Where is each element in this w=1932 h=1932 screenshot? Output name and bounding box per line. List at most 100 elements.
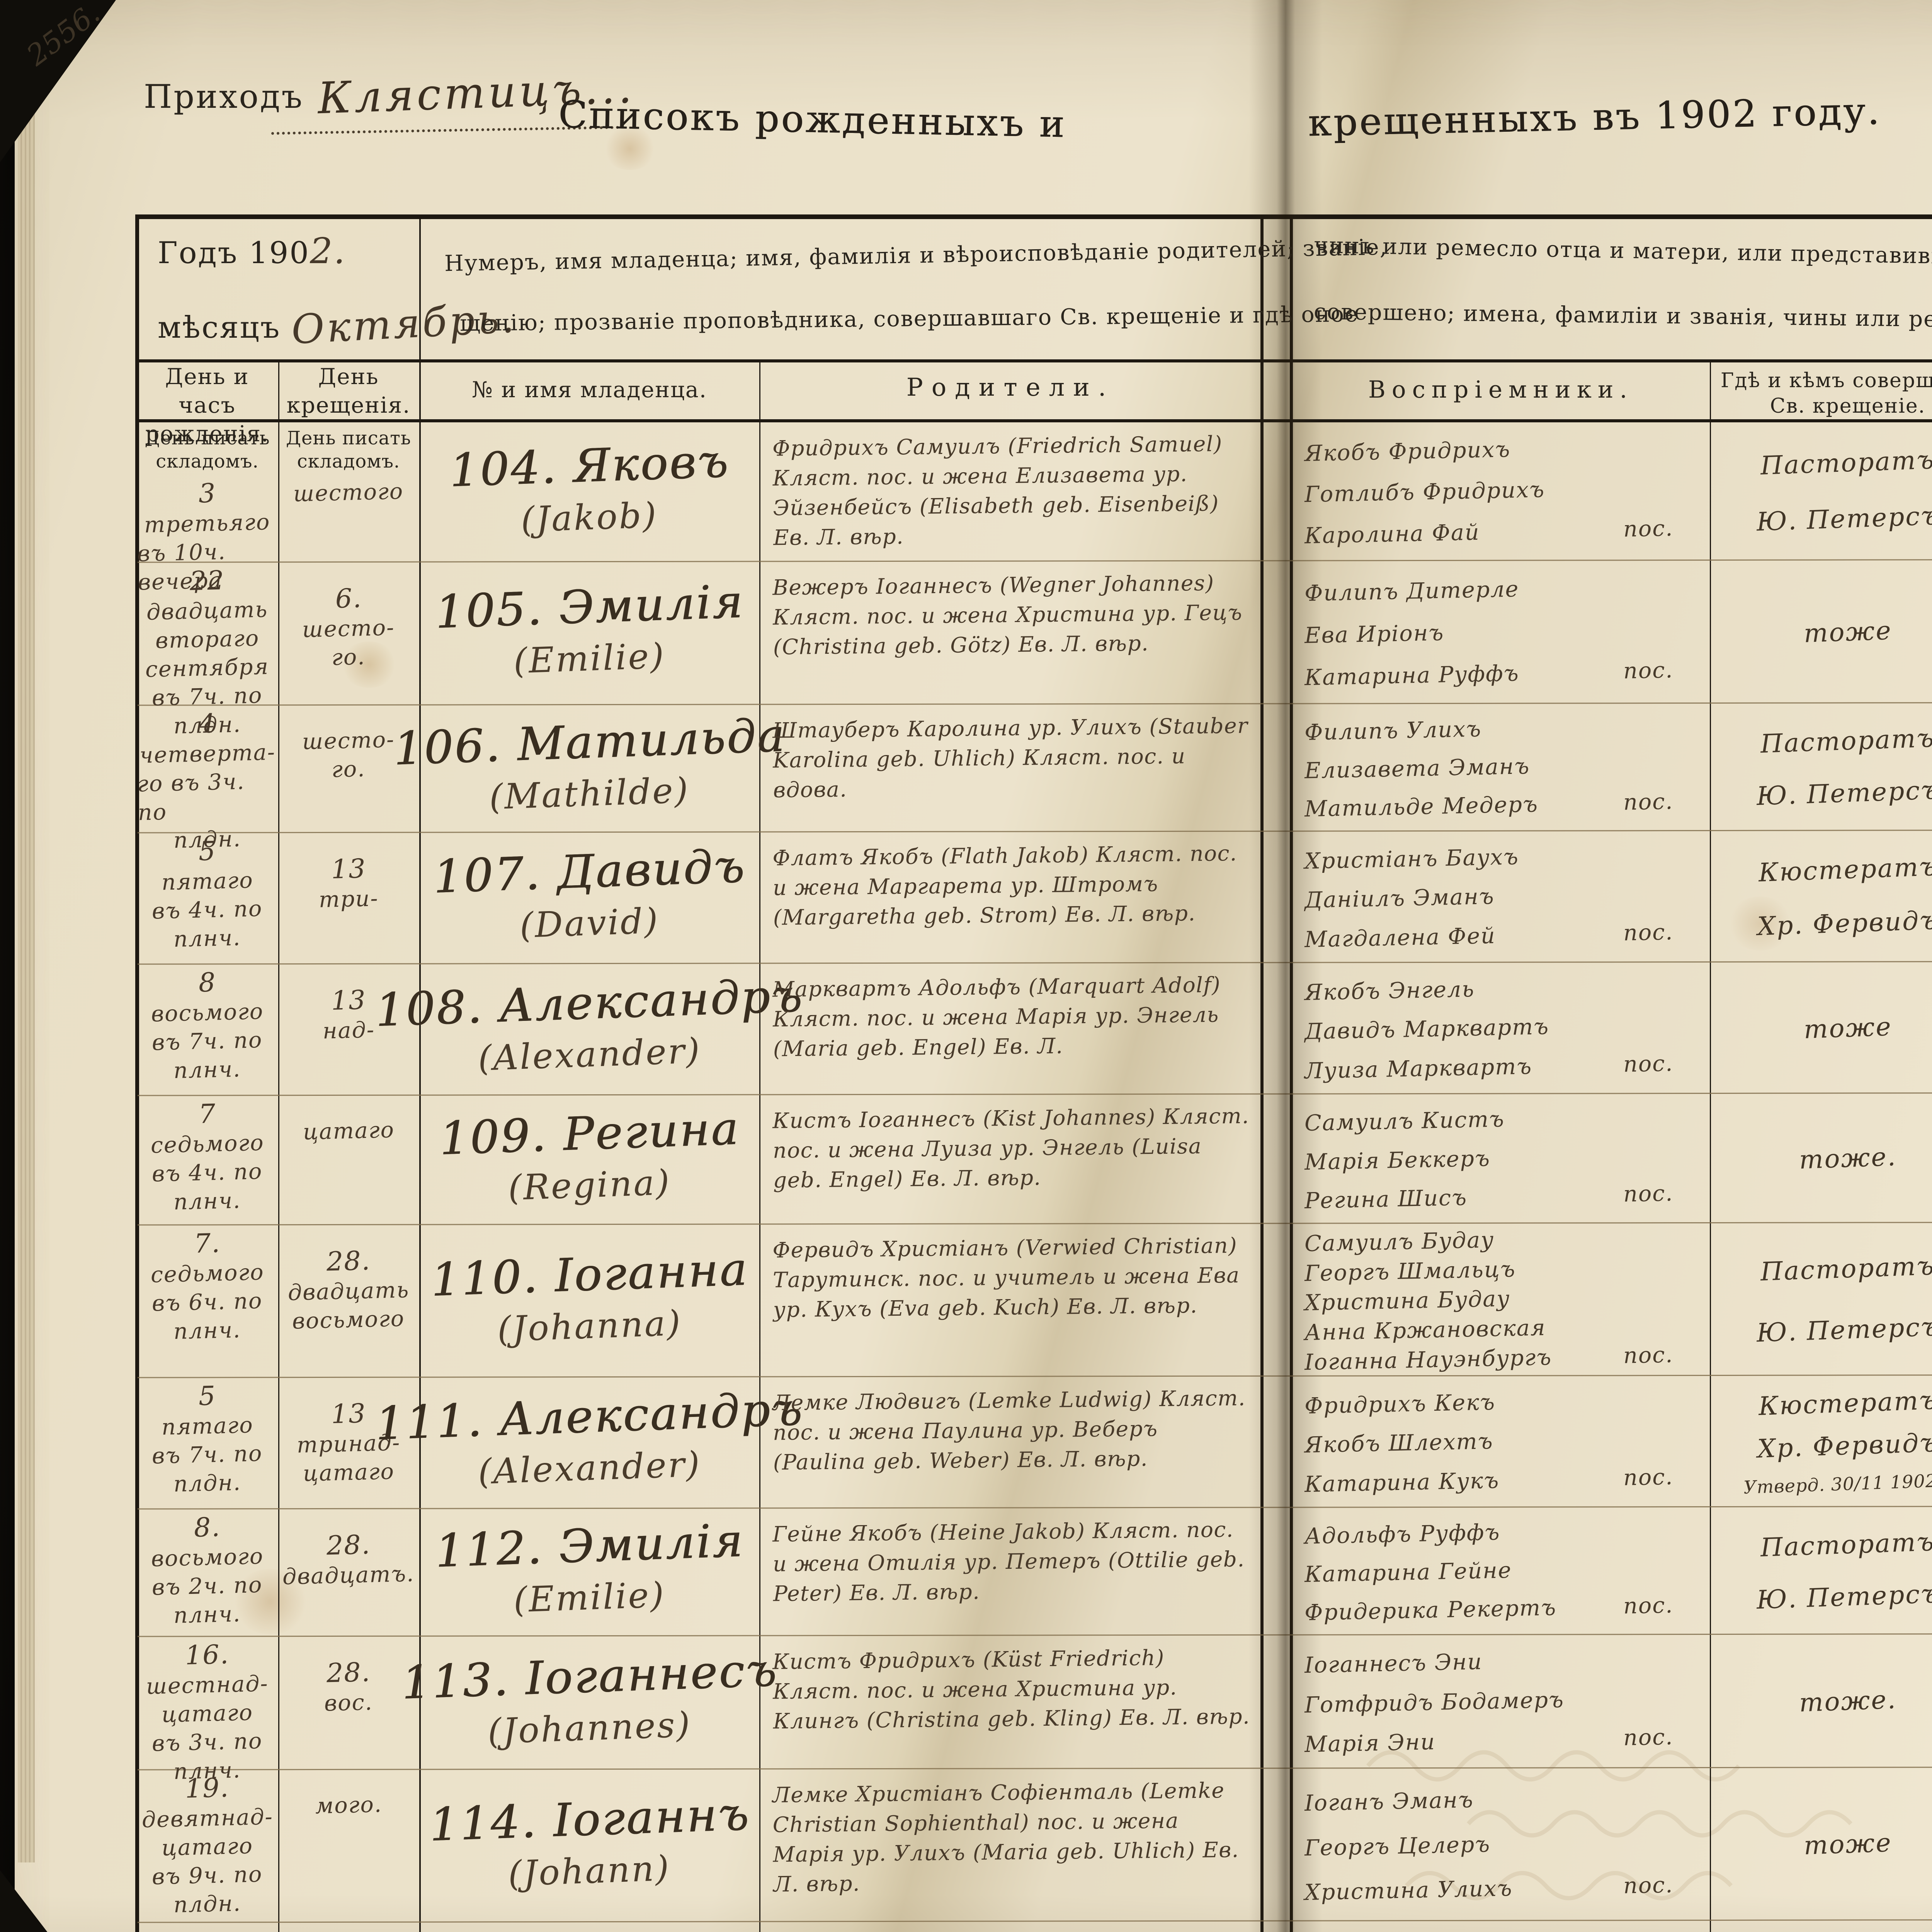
godparent-name: Катарина Кукъ bbox=[1304, 1468, 1500, 1497]
handwritten-line: шесто- bbox=[302, 615, 395, 643]
handwritten-line: восьмого bbox=[151, 998, 264, 1027]
handwritten-line: 7 bbox=[198, 1099, 217, 1130]
child-name-cell: 104. Яковъ (Jakob) bbox=[421, 421, 758, 560]
baptism-place-line: Хр. Фервидъ bbox=[1757, 905, 1932, 942]
baptism-date-cell: 28. двадцать восьмого bbox=[279, 1223, 418, 1376]
baptism-place-line: Пасторатъ bbox=[1760, 723, 1932, 759]
godparent-line: Якобъ Энгель bbox=[1304, 972, 1676, 1005]
godparents-cell: Адольфъ Руффъ Катарина Гейне Фридерика Рек… bbox=[1293, 1507, 1709, 1634]
parents-text: Гейне Якобъ (Heine Jakob) Кляст. пос. и … bbox=[772, 1517, 1245, 1606]
godparent-line: Готлибъ Фридрихъ bbox=[1304, 474, 1676, 507]
godparent-name: Даніилъ Эманъ bbox=[1304, 883, 1495, 913]
baptism-place-line: Пасторатъ bbox=[1760, 444, 1932, 481]
parents-cell: Лемке Людвигъ (Lemke Ludwig) Кляст. пос.… bbox=[762, 1376, 1259, 1507]
register-row: 5 пятаго въ 4ч. по плнч. 13 три- 107. Давидъ (D… bbox=[0, 831, 1932, 962]
baptism-place-cell: тоже. bbox=[1713, 1094, 1932, 1223]
handwritten-line: въ 4ч. по bbox=[151, 1158, 263, 1187]
table-line bbox=[135, 359, 1932, 362]
godparent-line: Христина Улихъ пос. bbox=[1304, 1872, 1676, 1905]
handwritten-line: го. bbox=[331, 644, 366, 671]
child-name-cell: 110. Іоганна (Johanna) bbox=[421, 1223, 758, 1376]
handwritten-line: вос. bbox=[324, 1689, 373, 1716]
settler-abbrev: пос. bbox=[1623, 1180, 1673, 1207]
godparent-name: Якобъ Шлехтъ bbox=[1304, 1428, 1494, 1458]
parents-text: Фервидъ Христіанъ (Verwied Christian) Та… bbox=[772, 1233, 1240, 1322]
table-line bbox=[135, 214, 1932, 219]
settler-abbrev: пос. bbox=[1623, 1050, 1673, 1077]
birth-date-cell: 7 седьмого въ 4ч. по плнч. bbox=[138, 1094, 277, 1223]
godparents-cell: Самуилъ Кистъ Марія Беккеръ Регина Шисъ пос… bbox=[1293, 1094, 1709, 1223]
baptism-date-cell: 13 три- bbox=[279, 831, 418, 962]
handwritten-line: третьяго bbox=[144, 509, 271, 538]
parents-text: Кистъ Іоганнесъ (Kist Johannes) Кляст. п… bbox=[772, 1103, 1250, 1193]
baptism-place-line: тоже bbox=[1803, 615, 1893, 648]
godparent-line: Самуилъ Кистъ bbox=[1304, 1103, 1676, 1136]
godparent-name: Магдалена Фей bbox=[1304, 923, 1496, 952]
parents-cell: Вежеръ Іоганнесъ (Wegner Johannes) Кляст… bbox=[762, 560, 1259, 703]
baptism-place-cell: тоже bbox=[1713, 1768, 1932, 1920]
ink-bleedthrough bbox=[1366, 1750, 1853, 1900]
parents-cell: Фервидъ Христіанъ (Verwied Christian) Та… bbox=[762, 1223, 1259, 1376]
baptism-place-line: Кюстератъ bbox=[1758, 851, 1932, 888]
handwritten-line: 16. bbox=[185, 1639, 230, 1671]
godparents-cell: Филипъ Дитерле Ева Иріонъ Катарина Руффъ по… bbox=[1293, 560, 1709, 703]
godparent-name: Георгъ Целеръ bbox=[1304, 1831, 1491, 1861]
baptism-place-line: тоже bbox=[1803, 1011, 1893, 1044]
child-number-and-name: 110. Іоганна bbox=[430, 1242, 749, 1306]
godparent-name: Филипъ Улихъ bbox=[1304, 716, 1482, 746]
godparent-name: Георгъ Шмальцъ bbox=[1304, 1256, 1516, 1286]
parents-text: Лемке Христіанъ Софіенталь (Lemke Christ… bbox=[772, 1778, 1239, 1897]
page-stack-edges bbox=[18, 100, 35, 1862]
col-number-name-header: № и имя младенца. bbox=[472, 377, 707, 403]
baptism-place-cell: тоже bbox=[1713, 962, 1932, 1094]
handwritten-line: 8 bbox=[198, 967, 217, 998]
child-name-latin: (Alexander) bbox=[477, 1444, 702, 1493]
child-number-and-name: 107. Давидъ bbox=[432, 839, 747, 904]
col-where-header: Гдѣ и кѣмъ совершено Св. крещеніе. bbox=[1720, 369, 1932, 418]
settler-abbrev: пос. bbox=[1623, 1592, 1673, 1619]
child-name-latin: (Mathilde) bbox=[488, 770, 690, 818]
handwritten-line: плнч. bbox=[173, 1601, 242, 1629]
handwritten-line: восьмого bbox=[292, 1306, 405, 1334]
handwritten-line: шестнад- bbox=[146, 1671, 269, 1699]
baptism-date-cell: 28. вос. bbox=[279, 1634, 418, 1768]
baptism-place-line: тоже. bbox=[1798, 1141, 1897, 1175]
godparents-cell: Якобъ Фридрихъ Готлибъ Фридрихъ Каролина Ф… bbox=[1293, 421, 1709, 560]
register-row: 7 седьмого въ 4ч. по плнч. цатаго 109. Регина… bbox=[0, 1094, 1932, 1223]
col-birth-header: День и часъ рожденія. bbox=[145, 364, 269, 447]
parents-cell: Штауберъ Каролина ур. Улихъ (Stauber Kar… bbox=[762, 703, 1259, 831]
baptism-place-line: Пасторатъ bbox=[1760, 1251, 1932, 1287]
godparent-line: Даніилъ Эманъ bbox=[1304, 880, 1676, 913]
handwritten-line: шестого bbox=[293, 478, 404, 507]
handwritten-line: мого. bbox=[315, 1791, 383, 1819]
register-row: 16. шестнад-цатаго въ 3ч. по плнч. 28. вос. 11… bbox=[0, 1634, 1932, 1785]
child-number-and-name: 112. Эмилія bbox=[434, 1514, 745, 1578]
birth-date-cell: 16. шестнад-цатаго въ 3ч. по плнч. bbox=[138, 1634, 277, 1785]
handwritten-line: въ 2ч. по bbox=[151, 1572, 263, 1600]
godparent-line: Филипъ Улихъ bbox=[1304, 712, 1676, 745]
godparent-line: Ева Иріонъ bbox=[1304, 615, 1676, 649]
godparent-name: Давидъ Марквартъ bbox=[1304, 1014, 1549, 1045]
baptism-place-line: Кюстератъ bbox=[1758, 1385, 1932, 1422]
child-name-latin: (Emilie) bbox=[513, 1575, 666, 1621]
godparent-line: Іоганъ Эманъ bbox=[1304, 1783, 1676, 1816]
godparent-line: Георгъ Шмальцъ bbox=[1304, 1253, 1676, 1286]
decorative bbox=[1405, 1871, 1733, 1900]
decorative bbox=[1366, 1750, 1741, 1782]
child-name-latin: (Johannes) bbox=[487, 1704, 692, 1752]
settler-abbrev: пос. bbox=[1623, 1464, 1673, 1491]
handwritten-line: втораго bbox=[155, 625, 260, 654]
godparent-name: Христина Будау bbox=[1304, 1286, 1510, 1316]
godparent-name: Ева Иріонъ bbox=[1304, 620, 1444, 649]
birth-date-cell: 19. девятнад-цатаго въ 9ч. по плдн. bbox=[138, 1768, 277, 1920]
baptism-place-cell: Пасторатъ Ю. Петерсъ bbox=[1713, 703, 1932, 831]
child-name-cell: 112. Эмилія (Emilie) bbox=[421, 1507, 758, 1634]
baptism-place-cell: Пасторатъ Ю. Петерсъ bbox=[1713, 421, 1932, 560]
handwritten-line: девятнад- bbox=[141, 1804, 274, 1833]
godparent-line: Давидъ Марквартъ bbox=[1304, 1011, 1676, 1044]
handwritten-line: плнч. bbox=[173, 1056, 242, 1084]
child-number-and-name: 108. Александръ bbox=[374, 968, 804, 1037]
table-line bbox=[1260, 214, 1264, 1932]
godparent-name: Якобъ Фридрихъ bbox=[1304, 436, 1511, 466]
handwritten-line: въ 7ч. по bbox=[151, 1027, 263, 1056]
